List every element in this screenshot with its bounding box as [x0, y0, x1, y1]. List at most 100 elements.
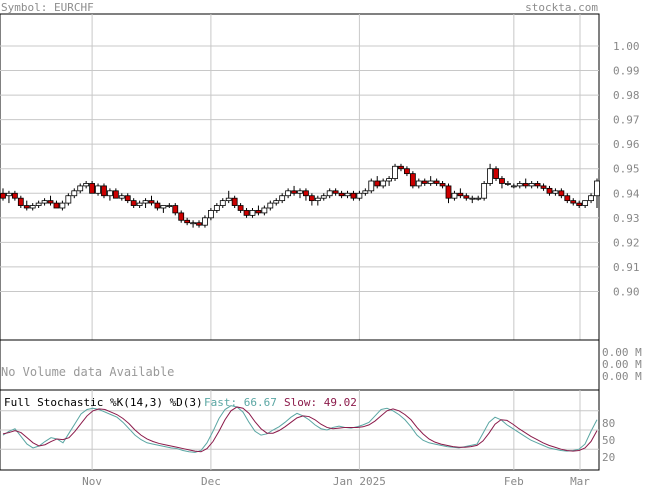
candle-body [421, 180, 428, 184]
candle-body [314, 197, 321, 202]
candle-body [332, 190, 339, 194]
candle-body [255, 210, 262, 214]
candle-body [320, 195, 327, 199]
candle-body [297, 190, 303, 194]
candle-body [457, 192, 464, 197]
price-tick-label: 0.96 [613, 138, 640, 151]
candle-body [130, 200, 137, 206]
x-tick-label: Feb [504, 475, 524, 486]
candle-body [17, 197, 24, 206]
candle-body [415, 180, 422, 187]
candle-body [463, 195, 470, 199]
candle-body [154, 202, 161, 209]
stochastic-slow-line [2, 406, 598, 453]
volume-tick-top: 0.00 M [602, 346, 642, 359]
x-tick-label: Jan 2025 [333, 475, 386, 486]
candle-body [279, 195, 286, 202]
candle-body [303, 190, 309, 197]
price-tick-label: 0.91 [613, 261, 640, 274]
stochastic-fast-label: Fast: 66.67 [204, 396, 277, 409]
candle-body [481, 183, 488, 199]
candle-body [112, 190, 119, 199]
candle-body [291, 190, 297, 194]
candle-body [77, 185, 84, 192]
candle-body [59, 202, 66, 209]
candle-body [237, 205, 244, 211]
candle-body [522, 183, 529, 187]
candle-body [273, 200, 280, 204]
candle-body [190, 222, 196, 225]
candle-body [249, 210, 256, 216]
candle-body [570, 200, 577, 204]
candle-body [95, 185, 101, 194]
volume-panel: No Volume data Available 0.00 M 0.00 M 0… [0, 339, 642, 391]
site-name: stockta.com [525, 1, 598, 14]
price-tick-label: 0.92 [613, 236, 640, 249]
stochastic-panel: Full Stochastic %K(14,3) %D(3) Fast: 66.… [0, 389, 615, 471]
candle-body [83, 183, 90, 187]
candle-body [23, 205, 30, 209]
candle-body [588, 195, 594, 202]
candle-body [35, 202, 42, 206]
candle-body [101, 185, 107, 197]
candle-body [231, 197, 238, 206]
price-tick-label: 0.99 [613, 65, 640, 78]
candle-body [118, 195, 125, 199]
candle-body [202, 217, 208, 226]
candle-body [362, 190, 369, 194]
x-tick-label: Dec [201, 475, 221, 486]
candle-body [308, 195, 315, 202]
candle-body [404, 168, 410, 175]
price-tick-label: 1.00 [613, 40, 640, 53]
candle-body [564, 195, 571, 202]
candle-body [374, 180, 381, 187]
candle-body [71, 190, 78, 197]
candle-body [558, 190, 565, 197]
candle-body [178, 212, 185, 221]
candle-body [504, 183, 511, 185]
candle-body [136, 202, 143, 206]
candle-body [213, 205, 220, 211]
candle-body [107, 190, 113, 197]
candle-body [451, 192, 458, 199]
stochastic-tick-50: 50 [602, 434, 615, 447]
x-axis: Nov Dec Jan 2025 Feb Mar [82, 475, 590, 486]
price-tick-label: 0.95 [613, 163, 640, 176]
stochastic-title: Full Stochastic %K(14,3) %D(3) [4, 396, 203, 409]
candle-body [368, 180, 375, 192]
candle-body [356, 192, 363, 199]
candle-body [350, 192, 357, 199]
candle-body [267, 202, 274, 209]
candle-body [41, 200, 48, 204]
price-tick-label: 0.94 [613, 187, 640, 200]
candle-body [469, 197, 476, 200]
price-tick-label: 0.93 [613, 212, 640, 225]
price-axis: 1.00 0.99 0.98 0.97 0.96 0.95 0.94 0.93 0.92 0.91… [613, 40, 640, 298]
candle-body [439, 183, 446, 187]
volume-tick-bottom: 0.00 M [602, 370, 642, 383]
candle-body [582, 200, 589, 206]
candle-body [6, 192, 12, 197]
candle-body [528, 183, 535, 187]
candle-body [207, 210, 214, 219]
candle-body [0, 192, 6, 199]
candle-body [172, 205, 179, 214]
candle-body [29, 205, 36, 209]
stochastic-tick-20: 20 [602, 451, 615, 464]
candle-body [516, 183, 523, 187]
candle-body [546, 187, 553, 194]
candle-body [510, 185, 517, 188]
candle-body [261, 207, 268, 214]
candle-body [53, 202, 60, 209]
candle-body [392, 165, 398, 179]
candle-body [576, 202, 583, 206]
candle-body [11, 192, 18, 199]
price-panel: 1.00 0.99 0.98 0.97 0.96 0.95 0.94 0.93 0.92 0.91… [0, 13, 640, 341]
candle-body [493, 168, 499, 179]
candle-body [65, 195, 72, 204]
candle-body [380, 180, 387, 187]
candle-body [534, 183, 541, 187]
candle-body [433, 180, 440, 184]
stochastic-slow-label: Slow: 49.02 [284, 396, 357, 409]
